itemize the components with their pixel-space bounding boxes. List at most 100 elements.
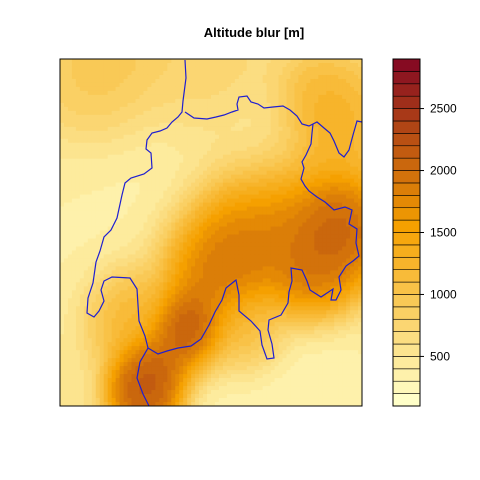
heatmap-cell bbox=[354, 282, 359, 287]
heatmap-cell bbox=[155, 114, 160, 120]
heatmap-cell bbox=[306, 142, 311, 148]
heatmap-cell bbox=[175, 70, 180, 76]
heatmap-cell bbox=[278, 90, 284, 96]
heatmap-cell bbox=[326, 302, 331, 307]
heatmap-cell bbox=[230, 294, 236, 299]
heatmap-cell bbox=[71, 310, 77, 315]
heatmap-cell bbox=[294, 258, 300, 264]
heatmap-cell bbox=[131, 274, 137, 279]
heatmap-cell bbox=[318, 138, 323, 144]
heatmap-cell bbox=[222, 254, 228, 260]
heatmap-cell bbox=[147, 102, 152, 108]
heatmap-cell bbox=[159, 186, 164, 192]
heatmap-cell bbox=[135, 274, 141, 279]
heatmap-cell bbox=[135, 162, 141, 168]
heatmap-cell bbox=[199, 174, 204, 180]
heatmap-cell bbox=[107, 218, 113, 224]
heatmap-cell bbox=[254, 154, 260, 160]
heatmap-cell bbox=[119, 266, 125, 271]
heatmap-cell bbox=[334, 226, 339, 232]
heatmap-cell bbox=[191, 214, 196, 220]
heatmap-cell bbox=[179, 138, 184, 144]
heatmap-cell bbox=[314, 74, 319, 80]
heatmap-cell bbox=[95, 226, 101, 232]
heatmap-cell bbox=[203, 78, 208, 84]
heatmap-cell bbox=[226, 238, 232, 244]
heatmap-cell bbox=[214, 82, 220, 88]
heatmap-cell bbox=[350, 194, 355, 200]
heatmap-cell bbox=[310, 86, 315, 92]
heatmap-cell bbox=[175, 194, 180, 200]
heatmap-cell bbox=[310, 166, 315, 172]
heatmap-cell bbox=[195, 242, 200, 248]
heatmap-cell bbox=[99, 198, 105, 204]
heatmap-cell bbox=[123, 246, 129, 252]
heatmap-cell bbox=[63, 242, 69, 248]
heatmap-cell bbox=[266, 198, 272, 204]
heatmap-cell bbox=[266, 186, 272, 192]
heatmap-cell bbox=[187, 234, 192, 240]
heatmap-cell bbox=[282, 170, 288, 176]
heatmap-cell bbox=[203, 118, 208, 124]
heatmap-cell bbox=[302, 282, 307, 287]
heatmap-cell bbox=[294, 290, 300, 295]
heatmap-cell bbox=[119, 306, 125, 311]
heatmap-cell bbox=[111, 106, 117, 112]
heatmap-cell bbox=[306, 266, 311, 271]
heatmap-cell bbox=[99, 162, 105, 168]
heatmap-cell bbox=[143, 174, 149, 180]
heatmap-cell bbox=[274, 62, 280, 68]
heatmap-cell bbox=[207, 266, 212, 271]
heatmap-cell bbox=[135, 62, 141, 68]
heatmap-cell bbox=[211, 134, 216, 140]
heatmap-cell bbox=[107, 254, 113, 260]
heatmap-cell bbox=[167, 302, 172, 307]
heatmap-cell bbox=[230, 230, 236, 236]
heatmap-cell bbox=[179, 86, 184, 92]
heatmap-cell bbox=[222, 94, 228, 100]
heatmap-cell bbox=[262, 294, 268, 299]
heatmap-cell bbox=[207, 234, 212, 240]
heatmap-cell bbox=[246, 318, 252, 323]
heatmap-cell bbox=[195, 174, 200, 180]
heatmap-cell bbox=[111, 266, 117, 271]
heatmap-cell bbox=[234, 222, 240, 228]
heatmap-cell bbox=[191, 294, 196, 299]
heatmap-cell bbox=[298, 234, 303, 240]
heatmap-cell bbox=[167, 202, 172, 208]
heatmap-cell bbox=[230, 114, 236, 120]
heatmap-cell bbox=[342, 146, 347, 152]
heatmap-cell bbox=[107, 90, 113, 96]
heatmap-cell bbox=[266, 298, 272, 303]
heatmap-cell bbox=[286, 254, 292, 260]
heatmap-cell bbox=[115, 102, 121, 108]
heatmap-cell bbox=[107, 122, 113, 128]
heatmap-cell bbox=[342, 202, 347, 208]
heatmap-cell bbox=[155, 94, 160, 100]
heatmap-cell bbox=[187, 78, 192, 84]
heatmap-cell bbox=[167, 234, 172, 240]
heatmap-cell bbox=[278, 190, 284, 196]
heatmap-cell bbox=[207, 174, 212, 180]
heatmap-cell bbox=[175, 250, 180, 256]
heatmap-cell bbox=[318, 126, 323, 132]
heatmap-cell bbox=[99, 238, 105, 244]
heatmap-cell bbox=[218, 250, 224, 256]
heatmap-cell bbox=[179, 182, 184, 188]
heatmap-cell bbox=[262, 246, 268, 252]
heatmap-cell bbox=[222, 306, 228, 311]
heatmap-cell bbox=[334, 94, 339, 100]
heatmap-cell bbox=[167, 78, 172, 84]
heatmap-cell bbox=[282, 262, 288, 267]
heatmap-cell bbox=[318, 262, 323, 267]
heatmap-cell bbox=[95, 194, 101, 200]
heatmap-cell bbox=[350, 306, 355, 311]
heatmap-cell bbox=[262, 150, 268, 156]
heatmap-cell bbox=[222, 98, 228, 104]
heatmap-cell bbox=[111, 82, 117, 88]
heatmap-cell bbox=[254, 118, 260, 124]
heatmap-cell bbox=[342, 246, 347, 252]
heatmap-cell bbox=[139, 218, 145, 224]
heatmap-cell bbox=[230, 62, 236, 68]
heatmap-cell bbox=[131, 206, 137, 212]
